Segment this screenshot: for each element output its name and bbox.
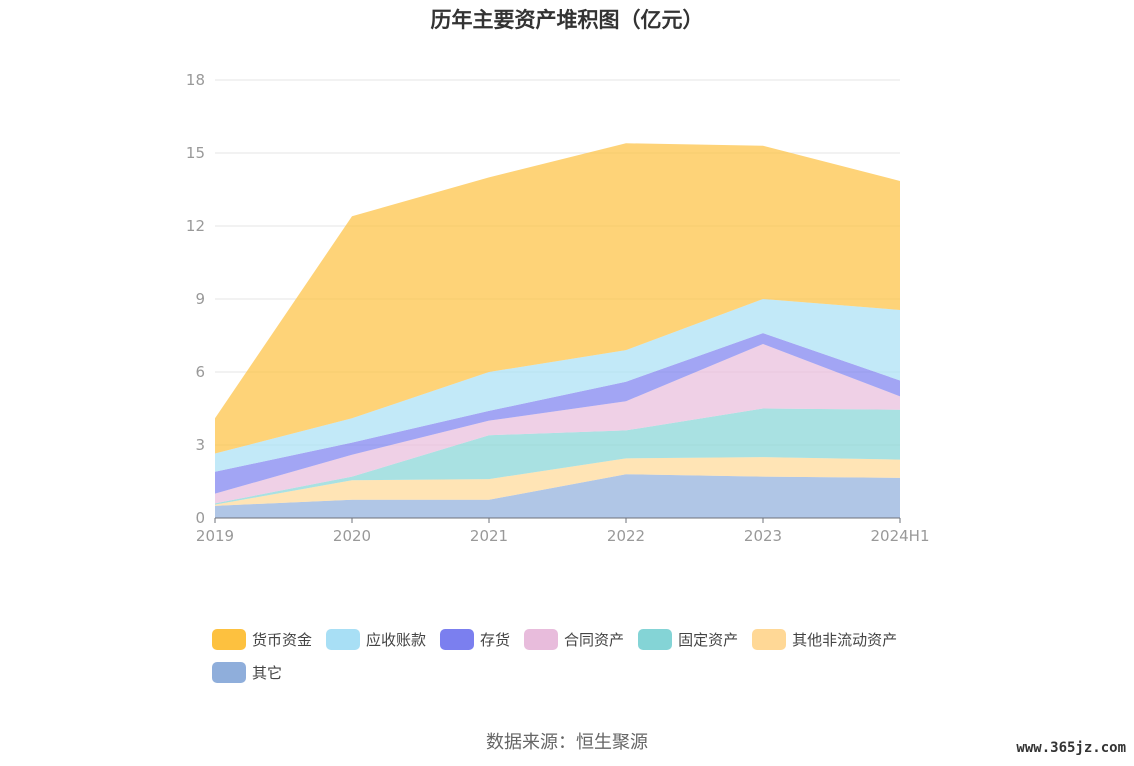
legend-swatch bbox=[212, 662, 246, 683]
area-series-0[interactable] bbox=[215, 474, 900, 518]
legend-swatch bbox=[326, 629, 361, 650]
legend-item[interactable]: 其它 bbox=[212, 661, 282, 684]
legend-item[interactable]: 存货 bbox=[440, 628, 510, 651]
legend-swatch bbox=[638, 629, 673, 650]
legend-item[interactable]: 固定资产 bbox=[638, 628, 738, 651]
axes: 0 3 6 9 12 15 18 2019 2020 2021 2022 2023 2024H1 bbox=[186, 71, 930, 545]
legend-label: 应收账款 bbox=[366, 631, 427, 649]
legend: 货币资金 应收账款 存货 合同资产 固定资产 其他非流动资产其它 bbox=[212, 628, 972, 684]
x-tick-label: 2024H1 bbox=[871, 527, 930, 545]
legend-swatch bbox=[212, 629, 246, 650]
legend-swatch bbox=[524, 629, 559, 650]
x-tick-label: 2020 bbox=[333, 527, 371, 545]
x-tick-label: 2023 bbox=[744, 527, 782, 545]
y-tick-label: 18 bbox=[186, 71, 205, 89]
area-series-5[interactable] bbox=[215, 299, 900, 472]
y-tick-label: 3 bbox=[195, 436, 205, 454]
legend-item[interactable]: 货币资金 bbox=[212, 628, 312, 651]
legend-item[interactable]: 其他非流动资产 bbox=[752, 628, 897, 651]
legend-item[interactable]: 应收账款 bbox=[326, 628, 426, 651]
legend-label: 货币资金 bbox=[252, 631, 313, 649]
legend-label: 合同资产 bbox=[564, 631, 625, 649]
area-series-6[interactable] bbox=[215, 143, 900, 454]
y-tick-label: 0 bbox=[195, 509, 205, 527]
chart-title: 历年主要资产堆积图（亿元） bbox=[430, 8, 704, 32]
legend-item[interactable]: 合同资产 bbox=[524, 628, 624, 651]
area-series-1[interactable] bbox=[215, 457, 900, 506]
source-label: 数据来源：恒生聚源 bbox=[486, 732, 648, 753]
x-tick-label: 2021 bbox=[470, 527, 508, 545]
legend-label: 其它 bbox=[252, 664, 283, 682]
y-tick-label: 12 bbox=[186, 217, 205, 235]
legend-label: 固定资产 bbox=[678, 631, 739, 649]
y-tick-label: 6 bbox=[195, 363, 205, 381]
legend-label: 存货 bbox=[480, 631, 511, 649]
legend-swatch bbox=[440, 629, 475, 650]
legend-label: 其他非流动资产 bbox=[792, 631, 898, 649]
x-tick-label: 2019 bbox=[196, 527, 234, 545]
area-series bbox=[215, 143, 900, 518]
y-tick-label: 9 bbox=[195, 290, 205, 308]
watermark: www.365jz.com bbox=[1016, 740, 1126, 756]
area-series-3[interactable] bbox=[215, 344, 900, 504]
legend-swatch bbox=[752, 629, 787, 650]
y-tick-label: 15 bbox=[186, 144, 205, 162]
x-tick-label: 2022 bbox=[607, 527, 645, 545]
area-series-2[interactable] bbox=[215, 408, 900, 505]
